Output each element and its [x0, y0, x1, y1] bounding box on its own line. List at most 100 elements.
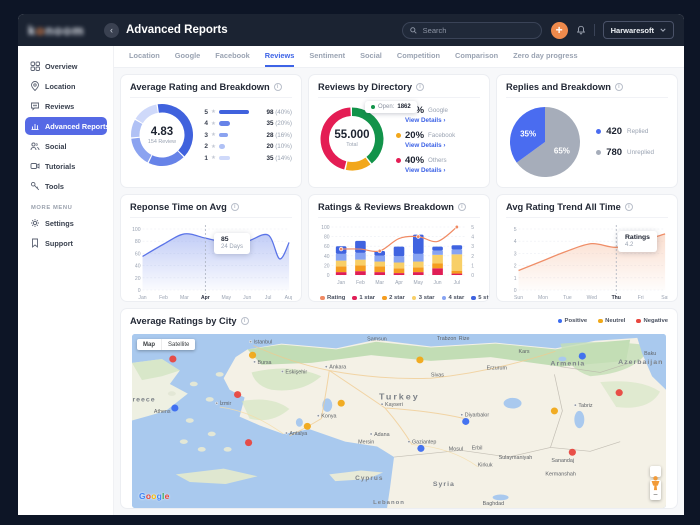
view-details-link[interactable]: View Details › [405, 167, 446, 174]
svg-text:20: 20 [135, 276, 141, 282]
svg-text:Jan: Jan [337, 280, 345, 286]
sidebar-item-label: Support [45, 238, 73, 248]
tab-location[interactable]: Location [129, 51, 160, 60]
tab-reviews[interactable]: Reviews [264, 46, 295, 67]
card-title: Avg Rating Trend All Time i [506, 202, 668, 218]
svg-text:Armenia: Armenia [550, 361, 585, 368]
svg-text:Sulaymaniyah: Sulaymaniyah [499, 455, 533, 461]
sidebar-item-overview[interactable]: Overview [25, 57, 107, 75]
svg-text:Konya: Konya [321, 414, 336, 420]
svg-text:0: 0 [138, 288, 141, 294]
zoom-out-button[interactable]: − [653, 490, 658, 499]
tab-competition[interactable]: Competition [396, 51, 440, 60]
satellite-button[interactable]: Satellite [168, 341, 190, 348]
svg-text:May: May [414, 280, 424, 286]
city-rating-dot-negative[interactable] [244, 439, 253, 447]
city-rating-dot-neutral[interactable] [303, 422, 311, 430]
svg-text:Feb: Feb [356, 280, 365, 286]
svg-text:60: 60 [324, 244, 330, 250]
city-rating-dot-positive[interactable] [462, 418, 470, 425]
svg-text:Aug: Aug [285, 295, 292, 301]
account-dropdown[interactable]: Harwaresoft [602, 21, 674, 39]
svg-text:100: 100 [321, 225, 330, 231]
tab-facebook[interactable]: Facebook [215, 51, 250, 60]
view-details-link[interactable]: View Details › [405, 117, 446, 124]
sidebar-item-tutorials[interactable]: Tutorials [25, 157, 107, 175]
city-rating-dot-negative[interactable] [615, 389, 623, 397]
info-icon[interactable]: i [416, 83, 425, 91]
svg-text:Tue: Tue [563, 295, 572, 301]
tab-comparison[interactable]: Comparison [454, 51, 499, 60]
svg-text:4: 4 [514, 239, 517, 245]
svg-text:Mon: Mon [538, 295, 548, 301]
main-content: Location Google Facebook Reviews Sentiment So… [113, 46, 684, 515]
sidebar-item-label: Advanced Reports [45, 121, 110, 131]
add-button[interactable]: + [550, 21, 568, 39]
search-input[interactable] [420, 24, 534, 36]
svg-text:Mosul: Mosul [449, 446, 463, 452]
notifications-bell-icon[interactable] [576, 25, 586, 35]
tab-sentiment[interactable]: Sentiment [309, 51, 346, 60]
map[interactable]: Turkey Armenia Azerbaijan Syria Cyprus Lebano… [132, 334, 666, 508]
sidebar-item-label: Social [45, 141, 67, 151]
svg-text:Sat: Sat [661, 295, 668, 301]
sidebar-item-settings[interactable]: Settings [25, 214, 107, 232]
search-box[interactable] [401, 21, 542, 39]
svg-text:Mar: Mar [180, 295, 189, 301]
gear-icon [31, 219, 39, 227]
svg-text:Athens: Athens [154, 409, 171, 415]
city-rating-dot-neutral[interactable] [248, 351, 257, 359]
map-type-control: Map Satellite [137, 339, 196, 350]
sidebar-item-reviews[interactable]: Reviews [25, 97, 107, 115]
card-average-rating: Average Rating and Breakdown i 4.83 154 R… [120, 74, 302, 188]
svg-text:Jan: Jan [138, 295, 146, 301]
info-icon[interactable]: i [624, 203, 633, 211]
svg-text:Erzurum: Erzurum [487, 366, 508, 372]
svg-text:Azerbaijan: Azerbaijan [618, 359, 663, 366]
rating-row-3-star: 3 ★ 28 (16%) [204, 131, 292, 139]
sidebar-item-label: Location [45, 81, 76, 91]
svg-text:Kirkuk: Kirkuk [478, 463, 493, 469]
city-rating-dot-negative[interactable] [234, 391, 242, 399]
map-legend-negative: Negative [636, 318, 668, 324]
map-button[interactable]: Map [137, 339, 162, 350]
legend-item-1-star: 1 star [352, 295, 375, 301]
info-icon[interactable]: i [230, 203, 239, 211]
sidebar-item-social[interactable]: Social [25, 137, 107, 155]
svg-text:Feb: Feb [159, 295, 168, 301]
info-icon[interactable]: i [457, 203, 466, 211]
city-rating-dot-positive[interactable] [578, 352, 586, 360]
map-legend-neutral: Neutrel [598, 318, 625, 324]
card-avg-rating-trend: Avg Rating Trend All Time i 5 4 3 2 1 0 Sun Mon T… [496, 194, 678, 302]
city-rating-dot-neutral[interactable] [416, 356, 424, 364]
svg-text:Tabriz: Tabriz [578, 403, 593, 409]
city-rating-dot-negative[interactable] [169, 355, 177, 363]
sidebar-item-tools[interactable]: Tools [25, 177, 107, 195]
svg-text:2: 2 [514, 264, 517, 270]
info-icon[interactable]: i [240, 317, 249, 325]
back-button[interactable]: ‹ [104, 22, 119, 38]
sidebar-item-support[interactable]: Support [25, 234, 107, 252]
tab-google[interactable]: Google [174, 51, 201, 60]
svg-text:Baku: Baku [644, 351, 656, 357]
pegman-icon[interactable] [650, 466, 661, 491]
svg-text:40: 40 [135, 264, 141, 270]
svg-text:Samsun: Samsun [367, 337, 387, 343]
svg-text:4: 4 [471, 235, 474, 241]
city-rating-dot-positive[interactable] [417, 444, 425, 452]
city-rating-dot-positive[interactable] [171, 404, 179, 412]
svg-text:Syria: Syria [433, 481, 455, 488]
tab-social[interactable]: Social [360, 51, 382, 60]
svg-text:80: 80 [324, 235, 330, 241]
city-rating-dot-negative[interactable] [568, 448, 576, 456]
sidebar-item-location[interactable]: Location [25, 77, 107, 95]
info-icon[interactable]: i [614, 83, 623, 91]
city-rating-dot-neutral[interactable] [337, 399, 345, 407]
info-icon[interactable]: i [273, 83, 282, 91]
city-rating-dot-neutral[interactable] [550, 407, 559, 415]
directory-legend-others: 40% Others View Details › [396, 155, 480, 174]
tab-zero-day-progress[interactable]: Zero day progress [513, 51, 578, 60]
view-details-link[interactable]: View Details › [405, 142, 446, 149]
sidebar-item-advanced-reports[interactable]: Advanced Reports [25, 117, 110, 135]
